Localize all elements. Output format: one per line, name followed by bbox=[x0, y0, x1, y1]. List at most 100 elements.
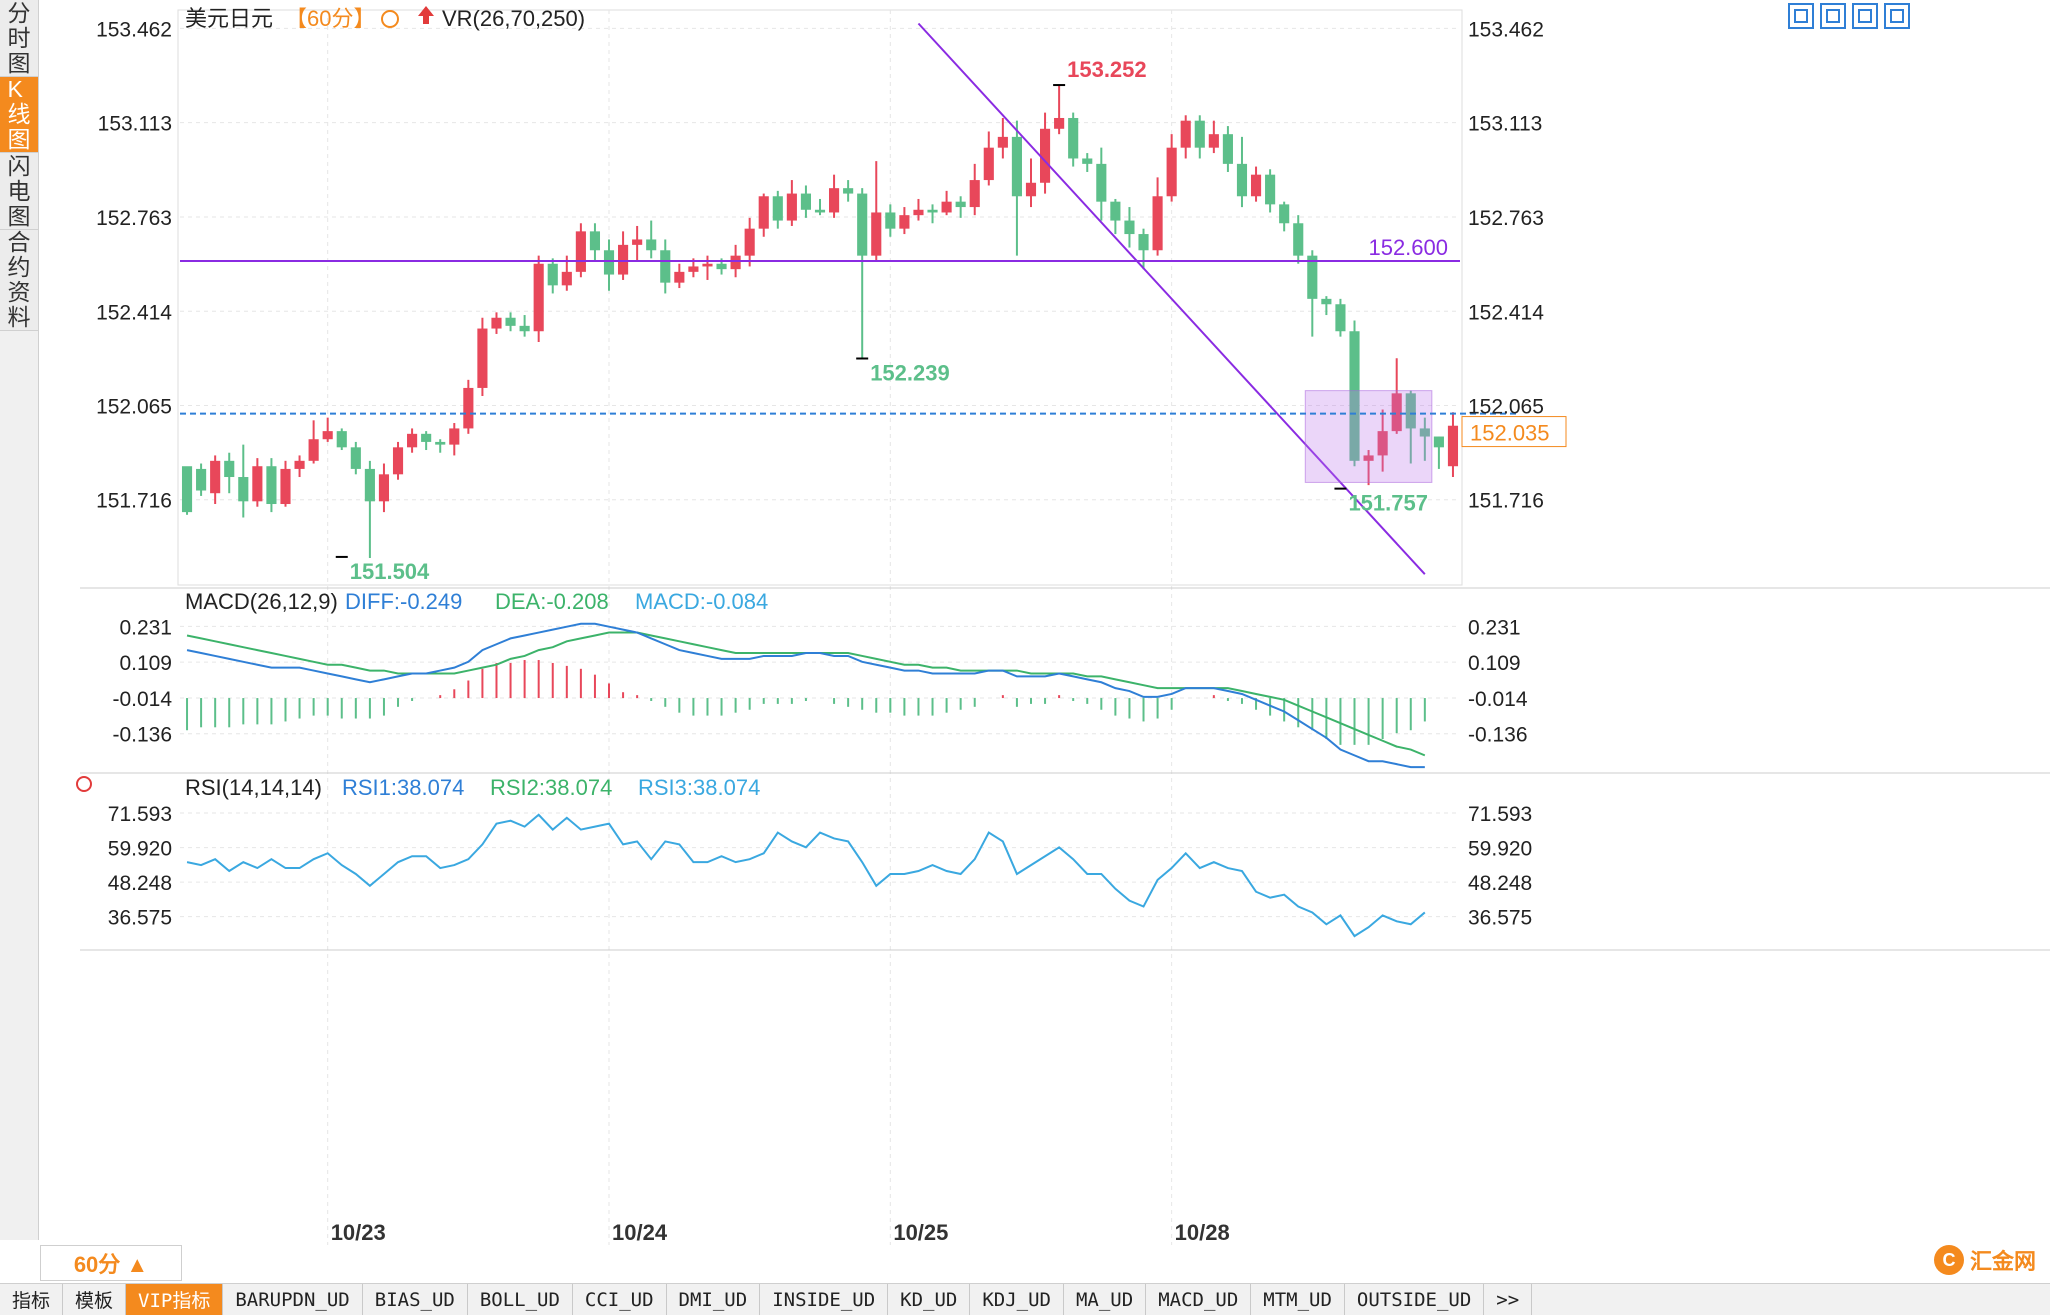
y-tick-label-left: -0.136 bbox=[112, 724, 172, 747]
candle-body bbox=[1054, 117, 1065, 129]
y-tick-label-right: 0.231 bbox=[1468, 616, 1521, 639]
candle-body bbox=[1363, 455, 1374, 461]
sidebar-char: 分 bbox=[7, 0, 31, 26]
candle-body bbox=[997, 136, 1008, 148]
candle-body bbox=[646, 239, 657, 251]
indicator-tab[interactable]: >> bbox=[1484, 1284, 1533, 1315]
rsi-value-label: RSI2:38.074 bbox=[490, 775, 612, 800]
indicator-tab[interactable]: MACD_UD bbox=[1146, 1284, 1252, 1315]
crosshair-icon[interactable] bbox=[1788, 3, 1814, 29]
candle-body bbox=[547, 263, 558, 286]
indicator-tab[interactable]: CCI_UD bbox=[573, 1284, 667, 1315]
macd-value-label: DEA:-0.208 bbox=[495, 589, 609, 614]
main-panel-frame bbox=[177, 9, 1463, 586]
candle-body bbox=[266, 466, 277, 505]
macd-title: MACD(26,12,9) bbox=[185, 589, 338, 614]
candle-body bbox=[421, 433, 432, 442]
candle-body bbox=[1307, 255, 1318, 299]
sidebar-char: 图 bbox=[7, 202, 31, 229]
indicator-tab[interactable]: BOLL_UD bbox=[468, 1284, 573, 1315]
indicator-tab[interactable]: MA_UD bbox=[1064, 1284, 1147, 1315]
rsi-value-label: RSI1:38.074 bbox=[342, 775, 464, 800]
chart-overlays: 152.600 152.035 151.504 152.239 153.252 151.7… bbox=[180, 22, 1567, 584]
candle-body bbox=[491, 317, 502, 329]
candle-body bbox=[1194, 120, 1205, 148]
extreme-label: 151.504 bbox=[350, 559, 430, 584]
indicator-tab[interactable]: BARUPDN_UD bbox=[223, 1284, 363, 1315]
candle-body bbox=[1124, 220, 1135, 235]
candle-body bbox=[561, 271, 572, 286]
candle-body bbox=[871, 212, 882, 256]
y-tick-label-left: 48.248 bbox=[108, 872, 172, 895]
indicator-tab[interactable]: VIP指标 bbox=[126, 1284, 224, 1315]
x-tick-label: 10/24 bbox=[612, 1220, 668, 1245]
candle-body bbox=[674, 271, 685, 283]
macd-value-label: DIFF:-0.249 bbox=[345, 589, 462, 614]
macd-panel: MACD(26,12,9) DIFF:-0.249 DEA:-0.208 MACD:-… bbox=[80, 587, 2050, 769]
candle-body bbox=[196, 468, 207, 491]
price-chart[interactable]: 152.600 152.035 151.504 152.239 153.252 151.7… bbox=[40, 0, 2050, 1245]
current-price-box bbox=[1461, 416, 1567, 448]
candle-body bbox=[632, 239, 643, 245]
sidebar-char: 闪 bbox=[7, 152, 31, 179]
indicator-tabbar: 指标 模板 VIP指标 BARUPDN_UD BIAS_UD BOLL_UD CCI_UD D… bbox=[0, 1283, 2050, 1315]
candle-body bbox=[477, 328, 488, 388]
candle-body bbox=[181, 466, 193, 513]
sidebar-item-contract-info[interactable]: 合约资料 bbox=[0, 230, 38, 331]
candle-body bbox=[336, 431, 347, 448]
extreme-label: 151.757 bbox=[1348, 491, 1428, 516]
indicator-tab[interactable]: INSIDE_UD bbox=[760, 1284, 889, 1315]
y-tick-label-right: 152.065 bbox=[1468, 395, 1544, 418]
indicator-tab[interactable]: BIAS_UD bbox=[363, 1284, 468, 1315]
sidebar-item-label: 分时图 bbox=[7, 0, 31, 76]
candle-body bbox=[1433, 436, 1444, 448]
indicator-tab[interactable]: 模板 bbox=[63, 1284, 127, 1315]
candle-body bbox=[505, 317, 516, 326]
sidebar-item-flash[interactable]: 闪电图 bbox=[0, 153, 38, 230]
axes: 153.462 153.462 153.113 153.113 152.763 152.7… bbox=[96, 18, 1544, 1245]
candle-body bbox=[1377, 431, 1388, 456]
candles bbox=[181, 85, 1459, 559]
candle-body bbox=[857, 193, 868, 256]
candle-body bbox=[350, 447, 361, 469]
layout-icon[interactable] bbox=[1820, 3, 1846, 29]
candle-body bbox=[983, 147, 994, 181]
candle-body bbox=[660, 250, 671, 283]
indicator-tab[interactable]: 指标 bbox=[0, 1284, 64, 1315]
rsi-panel: RSI(14,14,14) RSI1:38.074 RSI2:38.074 RSI3:… bbox=[76, 772, 2050, 951]
candle-body bbox=[1321, 298, 1332, 305]
horizontal-level-label: 152.600 bbox=[1368, 235, 1448, 260]
candle-body bbox=[702, 263, 713, 267]
indicator-tab[interactable]: OUTSIDE_UD bbox=[1345, 1284, 1485, 1315]
indicator-tab[interactable]: KDJ_UD bbox=[970, 1284, 1064, 1315]
export-icon[interactable] bbox=[1884, 3, 1910, 29]
period-selector[interactable]: 60分 ▲ bbox=[40, 1245, 182, 1281]
candle-body bbox=[238, 477, 249, 502]
indicator-tab[interactable]: KD_UD bbox=[888, 1284, 971, 1315]
y-tick-label-right: 71.593 bbox=[1468, 803, 1532, 826]
candle-body bbox=[1039, 128, 1051, 183]
sidebar-char: 图 bbox=[7, 126, 31, 152]
y-tick-label-left: 151.716 bbox=[96, 490, 172, 513]
candle-body bbox=[1180, 120, 1191, 148]
candle-body bbox=[899, 215, 910, 229]
sidebar-char: 资 bbox=[7, 279, 31, 305]
sidebar-item-timeshare[interactable]: 分时图 bbox=[0, 0, 38, 77]
y-tick-label-left: 59.920 bbox=[108, 838, 172, 861]
candle-body bbox=[1391, 393, 1402, 432]
candle-body bbox=[955, 201, 966, 208]
indicator-tab[interactable]: DMI_UD bbox=[667, 1284, 761, 1315]
logo-icon: C bbox=[1933, 1245, 1964, 1275]
indicator-tab[interactable]: MTM_UD bbox=[1251, 1284, 1345, 1315]
candle-body bbox=[1222, 134, 1233, 164]
sidebar-char: 约 bbox=[7, 254, 31, 280]
extreme-label: 153.252 bbox=[1067, 57, 1147, 82]
y-tick-label-left: -0.014 bbox=[112, 688, 172, 711]
play-icon[interactable] bbox=[1852, 3, 1878, 29]
candle-body bbox=[1279, 204, 1290, 224]
add-icon[interactable] bbox=[381, 10, 399, 28]
candle-body bbox=[1082, 158, 1093, 164]
candle-body bbox=[1335, 304, 1346, 332]
